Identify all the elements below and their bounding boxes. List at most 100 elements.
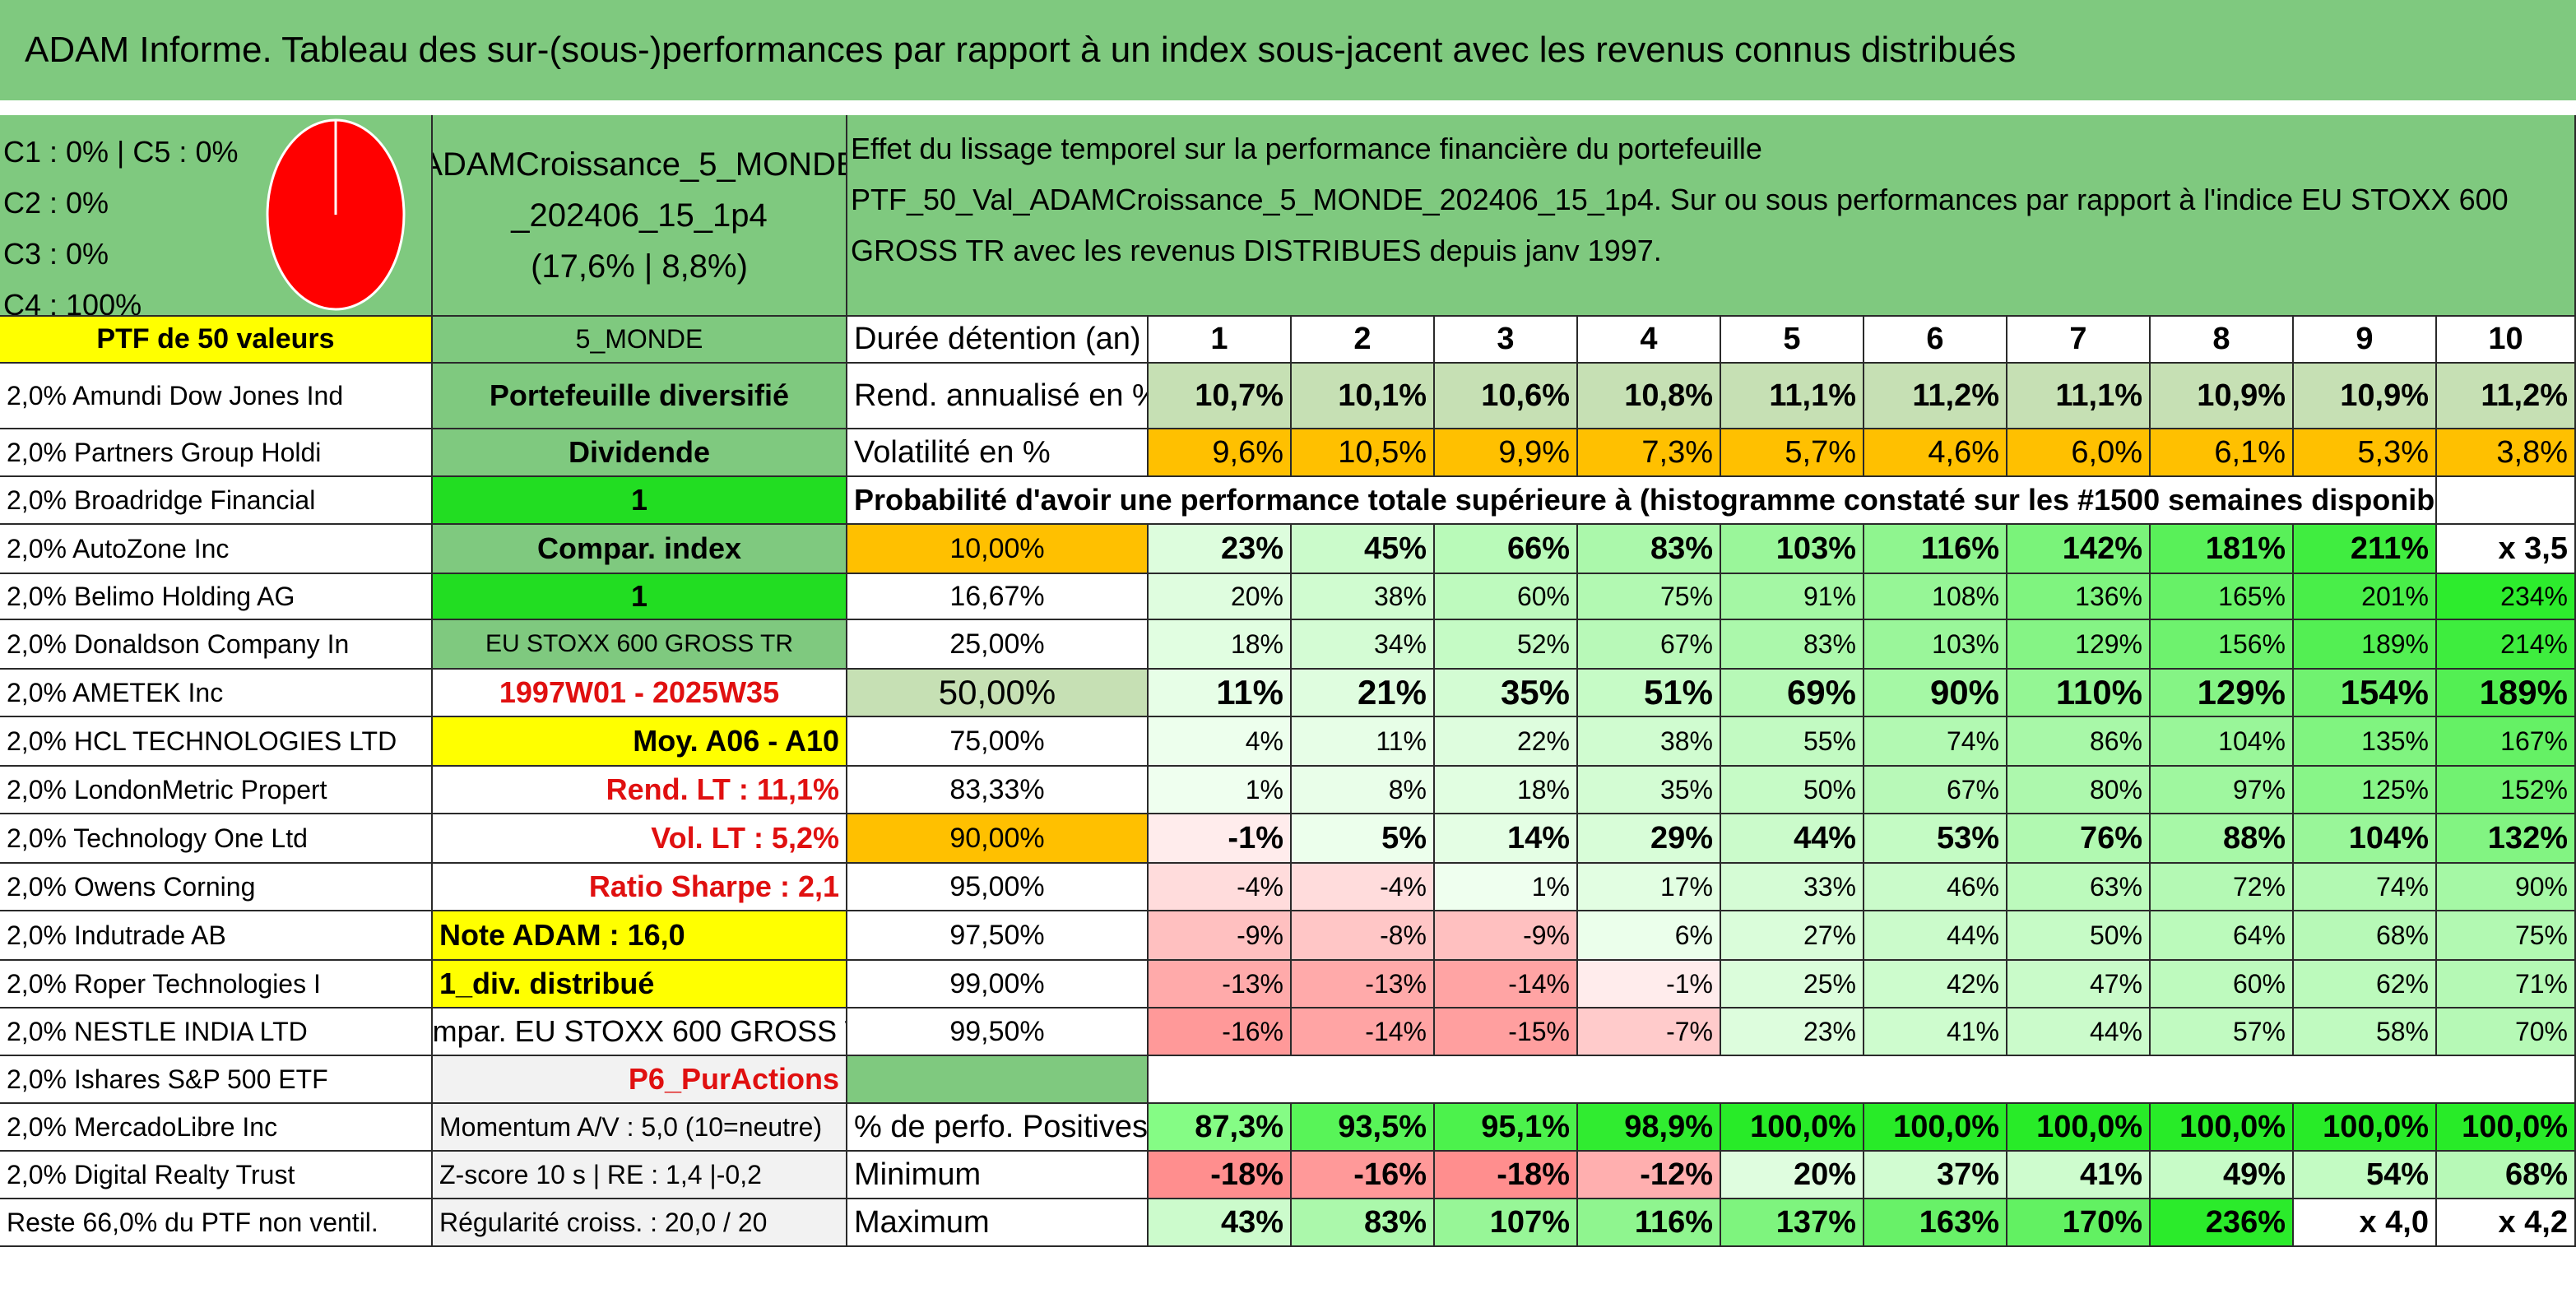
probability-value: 53% [1864,814,2007,864]
probability-threshold: 95,00% [847,864,1149,911]
portfolio-style: Dividende [433,429,847,477]
year-header: 5 [1721,317,1864,364]
empty-cell [847,1056,1149,1104]
probability-value: 14% [1435,814,1578,864]
holding-item: 2,0% MercadoLibre Inc [0,1104,433,1152]
year-header: 8 [2151,317,2294,364]
probability-value: 63% [2007,864,2151,911]
probability-value: 125% [2294,767,2437,814]
probability-value: 52% [1435,620,1578,670]
holding-item: 2,0% AMETEK Inc [0,670,433,717]
title-spacer [0,100,2576,115]
min-value: -18% [1435,1152,1578,1199]
year-header: 4 [1578,317,1721,364]
probability-value: 67% [1578,620,1721,670]
return-value: 11,2% [1864,364,2007,429]
probability-value: -13% [1149,961,1292,1008]
volatility-value: 9,9% [1435,429,1578,477]
probability-value: 23% [1149,525,1292,574]
max-value: 236% [2151,1199,2294,1247]
probability-value: 5% [1292,814,1435,864]
probability-value: 20% [1149,574,1292,620]
probability-value: 50% [2007,911,2151,961]
year-header: 7 [2007,317,2151,364]
probability-threshold: 97,50% [847,911,1149,961]
return-value: 10,7% [1149,364,1292,429]
return-value: 10,8% [1578,364,1721,429]
pos-value: 100,0% [2007,1104,2151,1152]
probability-value: 42% [1864,961,2007,1008]
max-value: 137% [1721,1199,1864,1247]
max-label: Maximum [847,1199,1149,1247]
pos-value: 87,3% [1149,1104,1292,1152]
probability-value: 47% [2007,961,2151,1008]
probability-value: -7% [1578,1008,1721,1056]
return-label: Rend. annualisé en % [847,364,1149,429]
zone-label: 5_MONDE [433,317,847,364]
probability-value: 90% [1864,670,2007,717]
long-term-return: Rend. LT : 11,1% [433,767,847,814]
holding-item: Reste 66,0% du PTF non ventil. [0,1199,433,1247]
probability-value: 11% [1292,717,1435,767]
probability-value: 33% [1721,864,1864,911]
min-value: -12% [1578,1152,1721,1199]
holding-item: 2,0% Donaldson Company In [0,620,433,670]
probability-value: 75% [2437,911,2576,961]
volatility-value: 5,3% [2294,429,2437,477]
probability-value: 165% [2151,574,2294,620]
probability-value: 103% [1721,525,1864,574]
probability-value: -4% [1292,864,1435,911]
year-header: 10 [2437,317,2576,364]
probability-value: 46% [1864,864,2007,911]
probability-value: 108% [1864,574,2007,620]
probability-value: 60% [2151,961,2294,1008]
probability-value: -1% [1149,814,1292,864]
probability-value: x 3,5 [2437,525,2576,574]
compar-index-label: Compar. index [433,525,847,574]
probability-value: 136% [2007,574,2151,620]
min-value: 49% [2151,1152,2294,1199]
probability-value: 38% [1292,574,1435,620]
holding-item: 2,0% Belimo Holding AG [0,574,433,620]
index-name: EU STOXX 600 GROSS TR [433,620,847,670]
max-value: 163% [1864,1199,2007,1247]
pos-value: 93,5% [1292,1104,1435,1152]
probability-value: 234% [2437,574,2576,620]
probability-value: 4% [1149,717,1292,767]
volatility-value: 4,6% [1864,429,2007,477]
probability-value: 86% [2007,717,2151,767]
year-header: 2 [1292,317,1435,364]
probability-value: 1% [1435,864,1578,911]
holding-item: 2,0% Roper Technologies I [0,961,433,1008]
holding-item: 2,0% NESTLE INDIA LTD [0,1008,433,1056]
class-label: C4 : 100% [3,288,142,317]
probability-value: 181% [2151,525,2294,574]
probability-value: 129% [2151,670,2294,717]
probability-value: 25% [1721,961,1864,1008]
probability-value: 104% [2294,814,2437,864]
probability-value: -14% [1435,961,1578,1008]
pos-label: % de perfo. Positives [847,1104,1149,1152]
holding-item: 2,0% Partners Group Holdi [0,429,433,477]
pos-value: 100,0% [1721,1104,1864,1152]
holding-item: 2,0% Digital Realty Trust [0,1152,433,1199]
holding-item: 2,0% Broadridge Financial [0,477,433,525]
category-code: P6_PurActions [433,1056,847,1104]
probability-value: 132% [2437,814,2576,864]
year-header: 3 [1435,317,1578,364]
pos-value: 100,0% [2294,1104,2437,1152]
portfolio-name-line2: _202406_15_1p4 [511,197,768,234]
year-header: 1 [1149,317,1292,364]
probability-value: 35% [1578,767,1721,814]
pos-value: 100,0% [2151,1104,2294,1152]
probability-value: 38% [1578,717,1721,767]
probability-value: 103% [1864,620,2007,670]
probability-value: 83% [1721,620,1864,670]
max-value: 107% [1435,1199,1578,1247]
probability-value: 11% [1149,670,1292,717]
probability-value: 74% [1864,717,2007,767]
probability-value: 167% [2437,717,2576,767]
probability-value: 116% [1864,525,2007,574]
probability-value: 21% [1292,670,1435,717]
min-value: 20% [1721,1152,1864,1199]
